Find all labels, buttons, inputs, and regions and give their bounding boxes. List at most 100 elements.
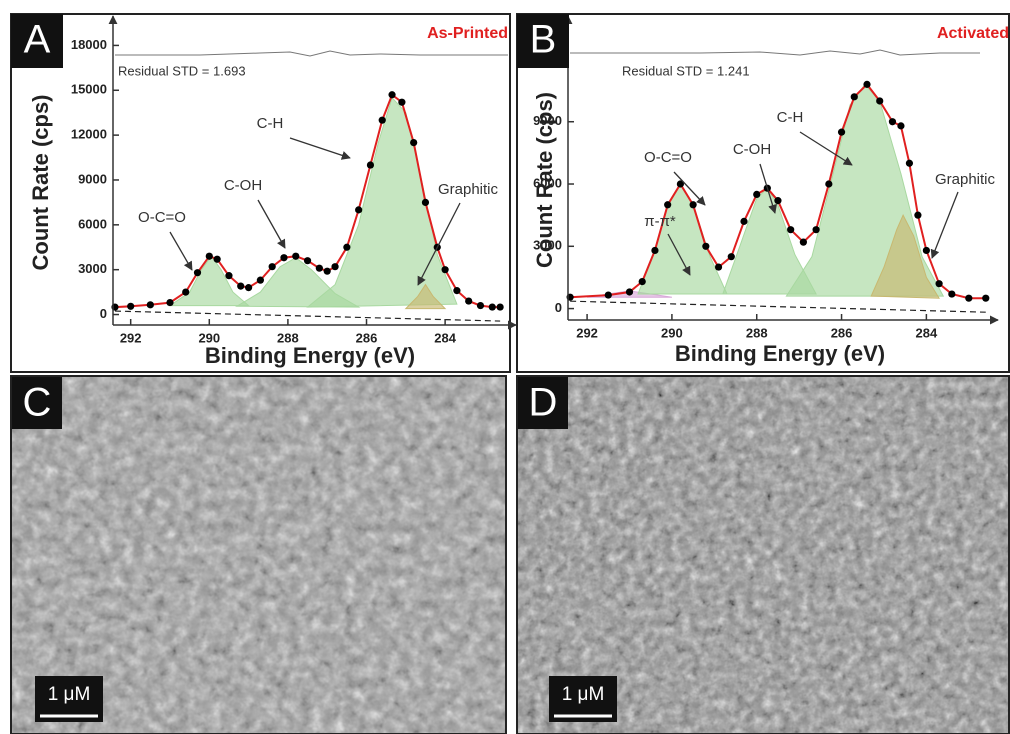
panel-label: D xyxy=(529,381,558,425)
fit-line xyxy=(114,93,501,309)
data-point xyxy=(625,288,634,296)
data-point xyxy=(799,238,807,246)
data-point xyxy=(256,276,264,284)
x-axis-title: Binding Energy (eV) xyxy=(205,343,415,368)
data-point xyxy=(651,246,659,255)
component-peak xyxy=(404,283,447,310)
peak-annotation: π-π* xyxy=(644,213,676,230)
data-point xyxy=(388,91,396,99)
y-tick-label: 18000 xyxy=(71,37,107,52)
data-point xyxy=(837,128,846,136)
data-point xyxy=(366,161,375,169)
component-peak xyxy=(870,214,941,299)
data-point xyxy=(280,254,288,262)
data-point xyxy=(850,93,858,101)
x-tick-label: 288 xyxy=(277,330,299,345)
data-point xyxy=(905,159,914,167)
annotation-arrow xyxy=(289,137,351,160)
data-point xyxy=(496,303,504,311)
y-tick-label: 12000 xyxy=(71,127,107,142)
panel-frame xyxy=(516,375,1010,734)
data-point xyxy=(714,263,723,271)
peak-annotation: Graphitic xyxy=(935,171,996,188)
data-point xyxy=(727,253,735,261)
data-point xyxy=(225,272,233,280)
data-point xyxy=(787,226,795,234)
y-tick-label: 6000 xyxy=(78,216,107,231)
data-point xyxy=(948,290,956,298)
data-point xyxy=(378,116,386,124)
data-point xyxy=(604,291,612,299)
x-tick-label: 288 xyxy=(746,325,768,340)
data-point xyxy=(488,303,496,311)
data-point xyxy=(127,302,135,310)
panel-label-box xyxy=(518,377,568,429)
y-tick-label: 15000 xyxy=(71,82,107,97)
y-tick-label: 0 xyxy=(555,300,562,315)
data-point xyxy=(914,211,922,219)
chart-title: As-Printed xyxy=(427,25,508,42)
panel-label: C xyxy=(23,381,52,425)
panel-label-box xyxy=(12,377,62,429)
annotation-arrow xyxy=(930,191,959,259)
data-point xyxy=(213,255,221,263)
x-tick-label: 290 xyxy=(661,325,683,340)
residual-trace xyxy=(115,50,508,57)
data-point xyxy=(753,190,761,198)
peak-annotation: O-C=O xyxy=(644,149,692,166)
data-point xyxy=(182,288,190,296)
panel-label: A xyxy=(24,18,51,62)
panel-label: B xyxy=(530,18,557,62)
y-tick-label: 3000 xyxy=(78,261,107,276)
data-point xyxy=(935,280,943,288)
scale-bar-box xyxy=(549,676,617,722)
data-point xyxy=(268,263,276,271)
data-point xyxy=(398,98,406,106)
data-point xyxy=(888,118,897,126)
background-baseline xyxy=(114,310,501,322)
data-point xyxy=(465,297,473,305)
data-point xyxy=(453,287,461,295)
data-point xyxy=(702,242,710,250)
annotation-arrow xyxy=(759,163,777,214)
data-point xyxy=(774,197,782,205)
data-point xyxy=(441,266,449,274)
data-point xyxy=(863,80,871,88)
data-point xyxy=(315,264,323,272)
data-point xyxy=(965,294,973,302)
data-point xyxy=(812,226,820,234)
data-point xyxy=(476,301,485,310)
data-point xyxy=(166,298,174,307)
data-point xyxy=(244,284,253,292)
panel-frame xyxy=(10,13,511,373)
sem-image xyxy=(518,377,1010,734)
scale-bar-box xyxy=(35,676,103,722)
chart-title: Activated xyxy=(937,25,1009,42)
data-point xyxy=(421,198,430,207)
annotation-arrow xyxy=(169,231,193,271)
x-tick-label: 292 xyxy=(120,330,142,345)
data-point xyxy=(331,263,339,271)
annotation-arrow xyxy=(799,131,853,166)
data-point xyxy=(638,277,646,286)
annotation-arrow xyxy=(673,171,706,206)
data-point xyxy=(922,246,930,255)
scale-bar-label: 1 μM xyxy=(562,684,605,705)
data-point xyxy=(303,257,312,265)
panel-label-box xyxy=(517,14,569,68)
y-tick-label: 9000 xyxy=(533,113,562,128)
y-axis-title: Count Rate (cps) xyxy=(28,95,53,271)
x-tick-label: 290 xyxy=(198,330,220,345)
data-point xyxy=(740,217,748,225)
data-point xyxy=(825,180,833,188)
data-point xyxy=(676,180,684,188)
sem-image xyxy=(12,377,505,734)
residual-label: Residual STD = 1.241 xyxy=(622,63,750,78)
x-tick-label: 286 xyxy=(356,330,378,345)
data-point xyxy=(410,138,418,147)
x-tick-label: 284 xyxy=(434,330,456,345)
panel-label-box xyxy=(11,14,63,68)
data-point xyxy=(292,252,300,260)
